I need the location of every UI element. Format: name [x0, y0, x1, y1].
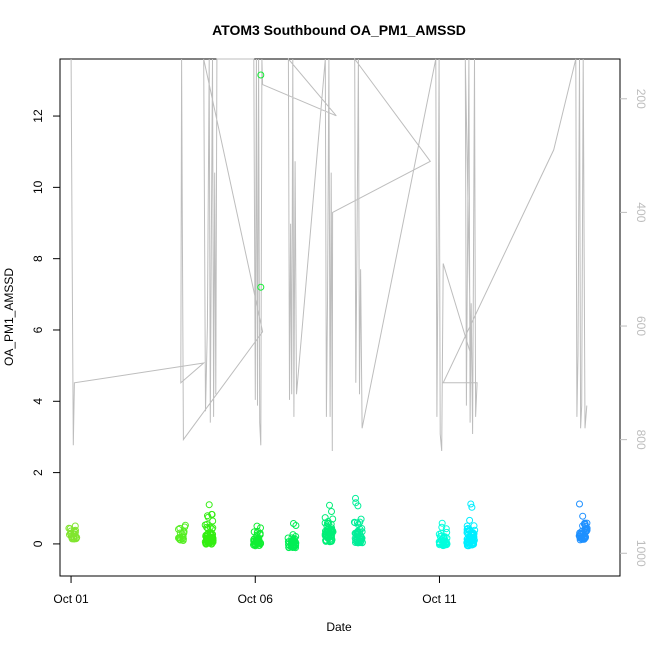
x-tick-label: Oct 11 — [422, 592, 457, 606]
data-point — [326, 538, 334, 545]
data-points — [65, 71, 591, 552]
data-point — [205, 501, 213, 509]
data-point — [257, 283, 265, 291]
data-point — [204, 538, 212, 546]
data-point — [440, 538, 447, 546]
data-point — [354, 528, 362, 536]
altitude-series — [70, 57, 588, 452]
data-point — [250, 535, 258, 543]
data-point — [181, 521, 189, 529]
data-point — [71, 528, 79, 536]
data-point — [358, 539, 366, 547]
data-point — [179, 532, 187, 540]
data-point — [470, 522, 478, 530]
y-tick-label: 8 — [31, 255, 45, 262]
data-point — [253, 522, 261, 530]
data-point — [580, 535, 588, 543]
data-point — [351, 519, 359, 527]
y-axis-label: OA_PM1_AMSSD — [2, 268, 16, 366]
data-point — [70, 527, 78, 535]
data-point — [289, 538, 296, 545]
data-point — [352, 494, 359, 502]
data-point — [351, 534, 359, 542]
data-point — [466, 516, 474, 524]
data-point — [352, 499, 360, 507]
data-point — [468, 503, 476, 511]
right-y-tick-label: 800 — [634, 430, 648, 450]
data-point — [324, 518, 332, 525]
data-point — [327, 531, 335, 538]
data-point — [580, 533, 588, 541]
data-point — [66, 529, 74, 537]
data-point — [257, 71, 265, 79]
data-point — [288, 534, 296, 542]
x-axis-label: Date — [326, 620, 352, 634]
data-point — [203, 523, 211, 531]
data-point — [352, 539, 359, 546]
data-point — [326, 501, 333, 509]
x-axis: Oct 01 Oct 06 Oct 11 — [53, 576, 457, 606]
y-axis: 0 2 4 6 8 10 12 — [31, 109, 60, 547]
data-point — [251, 540, 259, 548]
data-point — [358, 534, 366, 542]
y-tick-label: 10 — [31, 180, 45, 194]
y-tick-label: 0 — [31, 540, 45, 547]
data-point — [581, 528, 589, 536]
data-point — [576, 500, 583, 508]
data-point — [255, 534, 263, 542]
x-tick-label: Oct 06 — [238, 592, 274, 606]
y-tick-label: 6 — [31, 326, 45, 333]
data-point — [176, 524, 184, 532]
data-point — [284, 534, 292, 542]
chart-title: ATOM3 Southbound OA_PM1_AMSSD — [212, 22, 466, 38]
right-y-tick-label: 600 — [634, 316, 648, 336]
data-point — [290, 520, 297, 527]
data-point — [583, 519, 591, 527]
right-y-tick-label: 400 — [634, 202, 648, 222]
plot-frame — [59, 58, 621, 577]
data-point — [327, 526, 335, 534]
data-point — [464, 525, 472, 532]
data-point — [463, 522, 471, 530]
data-point — [441, 537, 449, 545]
data-point — [287, 541, 295, 549]
data-point — [256, 539, 264, 547]
data-point — [442, 525, 450, 533]
data-point — [469, 530, 477, 537]
data-point — [292, 533, 300, 540]
data-point — [178, 535, 186, 543]
y-tick-label: 4 — [31, 398, 45, 405]
right-y-axis: 200 400 600 800 1000 — [620, 89, 648, 567]
right-y-tick-label: 1000 — [634, 540, 648, 567]
data-point — [438, 523, 446, 531]
data-point — [579, 512, 587, 520]
y-tick-label: 12 — [31, 109, 45, 123]
data-point — [468, 541, 476, 549]
data-point — [438, 519, 446, 527]
data-point — [204, 513, 212, 521]
data-point — [464, 542, 472, 549]
y-tick-label: 2 — [31, 469, 45, 476]
data-point — [467, 500, 475, 508]
right-y-tick-label: 200 — [634, 89, 648, 109]
data-point — [70, 530, 78, 538]
data-point — [256, 531, 264, 538]
data-point — [328, 534, 336, 542]
x-tick-label: Oct 01 — [53, 592, 89, 606]
data-point — [209, 517, 217, 525]
data-point — [328, 508, 335, 515]
altitude-line — [70, 57, 588, 452]
data-point — [209, 533, 217, 541]
